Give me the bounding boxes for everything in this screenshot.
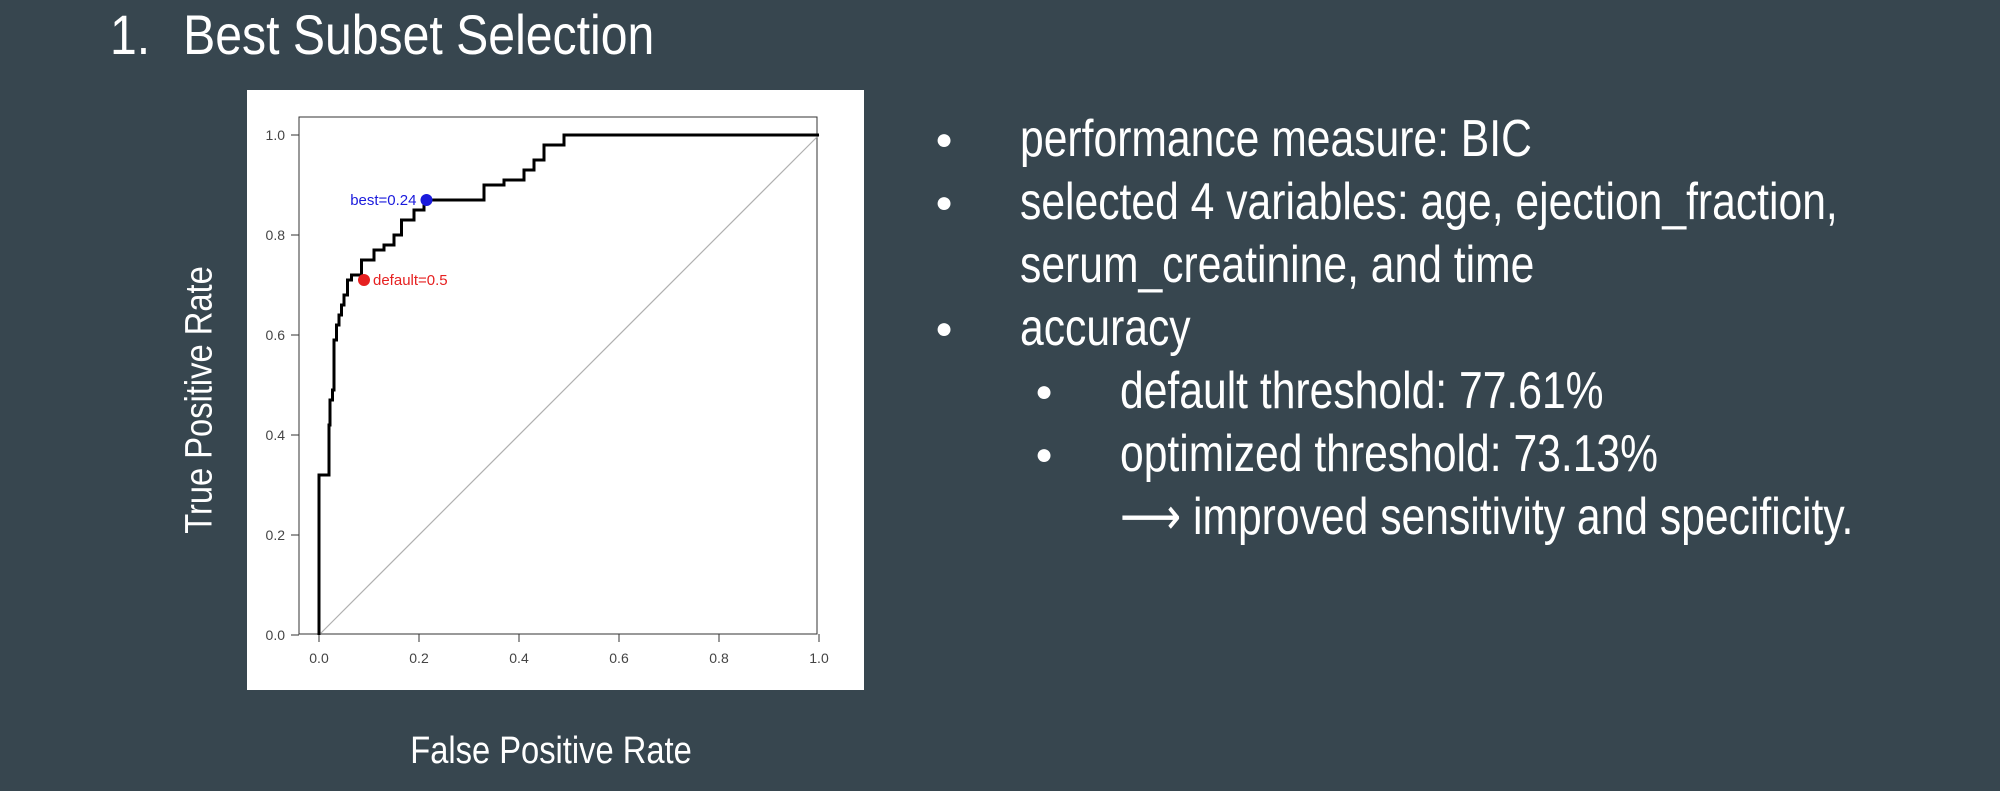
sub-bullet-default-threshold: ● default threshold: 77.61% (935, 360, 1975, 423)
bullet-dot: ● (1035, 438, 1054, 471)
x-tick-label: 0.6 (609, 650, 629, 666)
bullet-text: selected 4 variables: age, ejection_frac… (1020, 173, 1838, 231)
sub-bullet-optimized-threshold: ● optimized threshold: 73.13% (935, 423, 1975, 486)
x-tick-label: 0.2 (409, 650, 429, 666)
y-tick-label: 0.0 (266, 627, 286, 643)
bullet-dot: ● (1035, 375, 1054, 408)
slide-number: 1. (110, 3, 151, 66)
threshold-point (358, 274, 370, 286)
bullet-accuracy: ● accuracy (935, 297, 1975, 360)
x-tick-label: 1.0 (809, 650, 829, 666)
bullet-text: performance measure: BIC (1020, 110, 1532, 168)
y-axis-label: True Positive Rate (178, 266, 221, 534)
bullet-performance: ● performance measure: BIC (935, 108, 1975, 171)
y-tick-label: 0.6 (266, 327, 286, 343)
bullet-list: ● performance measure: BIC ● selected 4 … (935, 108, 1975, 549)
bullet-text: accuracy (1020, 299, 1191, 357)
y-tick-label: 0.8 (266, 227, 286, 243)
bullet-selected-vars-continued: serum_creatinine, and time (935, 234, 1975, 297)
slide-title-text: Best Subset Selection (183, 3, 655, 66)
x-axis-label: False Positive Rate (410, 730, 692, 772)
bullet-text: default threshold: 77.61% (1120, 362, 1604, 420)
bullet-dot: ● (935, 123, 954, 156)
roc-curve-line (317, 133, 819, 635)
x-tick-label: 0.0 (309, 650, 329, 666)
x-tick-label: 0.4 (509, 650, 529, 666)
threshold-label: best=0.24 (350, 192, 416, 209)
threshold-label: default=0.5 (373, 272, 448, 289)
bullet-text: ⟶ improved sensitivity and specificity. (1120, 488, 1854, 546)
y-tick-label: 0.2 (266, 527, 286, 543)
threshold-point (420, 194, 433, 206)
bullet-text: optimized threshold: 73.13% (1120, 425, 1659, 483)
bullet-dot: ● (935, 312, 954, 345)
y-tick-label: 1.0 (266, 127, 286, 143)
bullet-text: serum_creatinine, and time (1020, 236, 1535, 294)
sub-bullet-improvement-note: ⟶ improved sensitivity and specificity. (935, 486, 1975, 549)
roc-chart: 0.0 0.2 0.4 0.6 0.8 1.0 0.0 0.2 0.4 0.6 0.8 1.0 best… (247, 90, 864, 690)
slide-title: 1. Best Subset Selection (110, 0, 654, 70)
bullet-dot: ● (935, 186, 954, 219)
x-tick-label: 0.8 (709, 650, 729, 666)
reference-diagonal-line (318, 134, 820, 636)
y-tick-label: 0.4 (266, 427, 286, 443)
plot-frame (298, 116, 818, 635)
roc-plot-svg: 0.0 0.2 0.4 0.6 0.8 1.0 0.0 0.2 0.4 0.6 0.8 1.0 best… (266, 116, 829, 666)
bullet-selected-vars: ● selected 4 variables: age, ejection_fr… (935, 171, 1975, 234)
